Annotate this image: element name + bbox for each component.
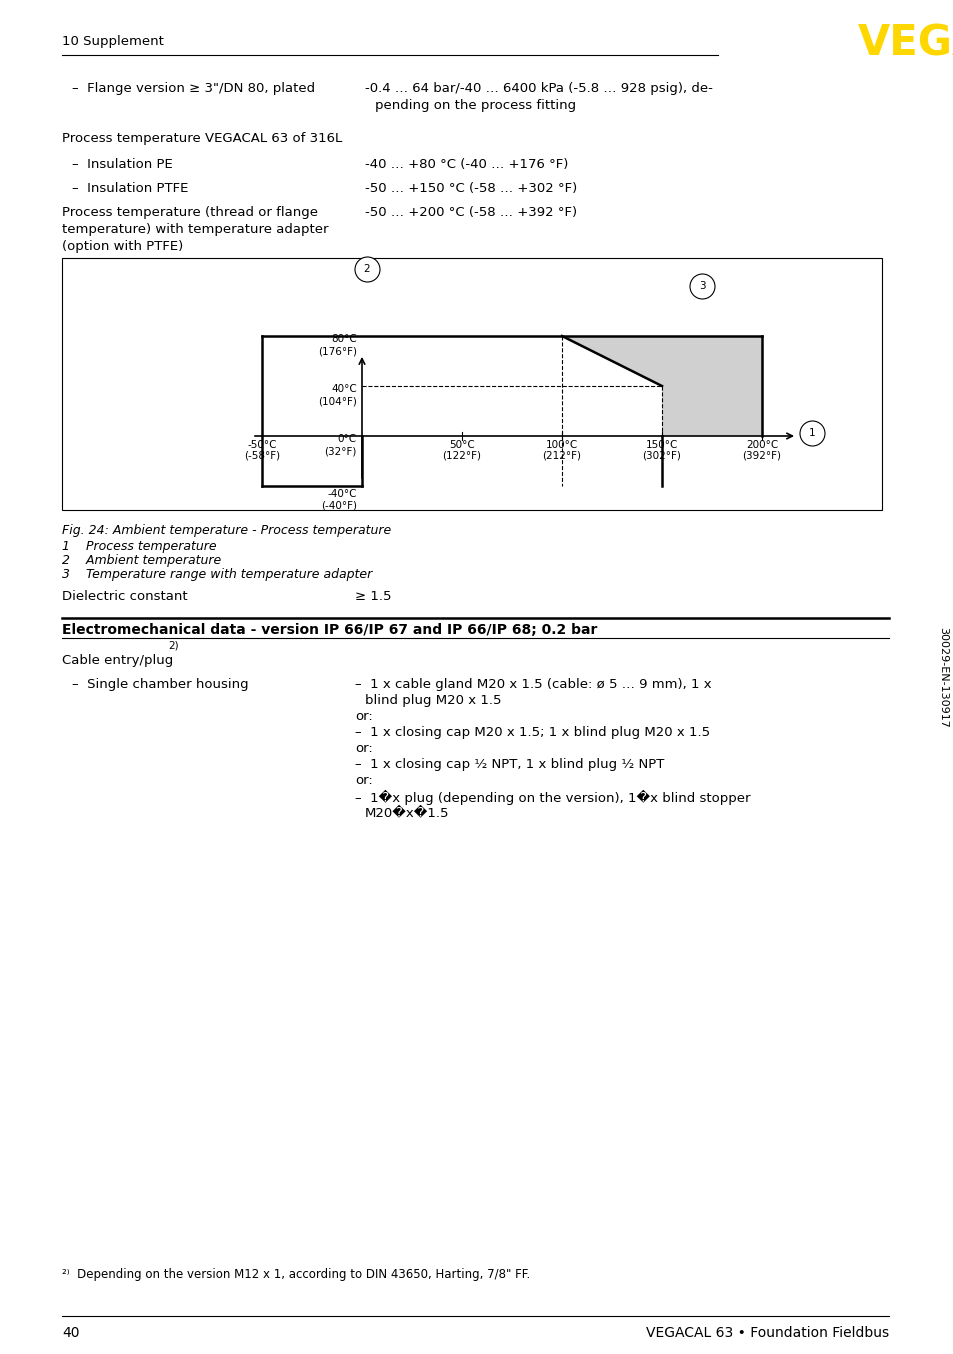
Text: 80°C: 80°C — [331, 334, 356, 344]
Text: or:: or: — [355, 742, 373, 756]
Text: 150°C: 150°C — [645, 440, 678, 450]
Text: 50°C: 50°C — [449, 440, 475, 450]
Text: -0.4 … 64 bar/-40 … 6400 kPa (-5.8 … 928 psig), de-: -0.4 … 64 bar/-40 … 6400 kPa (-5.8 … 928… — [365, 83, 712, 95]
Text: pending on the process fitting: pending on the process fitting — [375, 99, 576, 112]
Text: 10 Supplement: 10 Supplement — [62, 35, 164, 47]
Text: 2): 2) — [168, 640, 178, 650]
Text: Fig. 24: Ambient temperature - Process temperature: Fig. 24: Ambient temperature - Process t… — [62, 524, 391, 538]
Text: 100°C: 100°C — [545, 440, 578, 450]
Text: M20�x�1.5: M20�x�1.5 — [365, 806, 449, 819]
Text: or:: or: — [355, 774, 373, 787]
Text: -40 … +80 °C (-40 … +176 °F): -40 … +80 °C (-40 … +176 °F) — [365, 158, 568, 171]
Text: Dielectric constant: Dielectric constant — [62, 590, 188, 603]
Text: –  1 x cable gland M20 x 1.5 (cable: ø 5 … 9 mm), 1 x: – 1 x cable gland M20 x 1.5 (cable: ø 5 … — [355, 678, 711, 691]
Text: Process temperature VEGACAL 63 of 316L: Process temperature VEGACAL 63 of 316L — [62, 131, 342, 145]
Text: (option with PTFE): (option with PTFE) — [62, 240, 183, 253]
Text: 1    Process temperature: 1 Process temperature — [62, 540, 216, 552]
Text: –  1�x plug (depending on the version), 1�x blind stopper: – 1�x plug (depending on the version), 1… — [355, 789, 750, 806]
Text: Cable entry/plug: Cable entry/plug — [62, 654, 173, 668]
Text: 200°C: 200°C — [745, 440, 778, 450]
Text: (32°F): (32°F) — [324, 445, 356, 456]
Text: (212°F): (212°F) — [542, 450, 581, 460]
Text: (176°F): (176°F) — [317, 347, 356, 356]
Text: (-40°F): (-40°F) — [320, 500, 356, 510]
Text: -40°C: -40°C — [327, 489, 356, 500]
Text: 30029-EN-130917: 30029-EN-130917 — [937, 627, 947, 727]
Text: VEGACAL 63 • Foundation Fieldbus: VEGACAL 63 • Foundation Fieldbus — [645, 1326, 888, 1340]
Text: 40: 40 — [62, 1326, 79, 1340]
Text: Process temperature (thread or flange: Process temperature (thread or flange — [62, 206, 317, 219]
Text: temperature) with temperature adapter: temperature) with temperature adapter — [62, 223, 328, 236]
Text: -50°C: -50°C — [247, 440, 276, 450]
Text: Electromechanical data - version IP 66/IP 67 and IP 66/IP 68; 0.2 bar: Electromechanical data - version IP 66/I… — [62, 623, 597, 636]
Text: ²⁾  Depending on the version M12 x 1, according to DIN 43650, Harting, 7/8" FF.: ²⁾ Depending on the version M12 x 1, acc… — [62, 1267, 530, 1281]
Text: VEGA: VEGA — [857, 22, 953, 64]
Text: –  Single chamber housing: – Single chamber housing — [71, 678, 249, 691]
Text: –  Insulation PTFE: – Insulation PTFE — [71, 181, 188, 195]
Text: 0°C: 0°C — [337, 435, 356, 444]
Text: –  Insulation PE: – Insulation PE — [71, 158, 172, 171]
Text: 3: 3 — [698, 282, 704, 291]
Text: (122°F): (122°F) — [442, 450, 481, 460]
Text: 3    Temperature range with temperature adapter: 3 Temperature range with temperature ada… — [62, 567, 372, 581]
Bar — [62, 259, 882, 510]
Text: 40°C: 40°C — [331, 385, 356, 394]
Text: –  1 x closing cap M20 x 1.5; 1 x blind plug M20 x 1.5: – 1 x closing cap M20 x 1.5; 1 x blind p… — [355, 726, 709, 739]
Text: –  Flange version ≥ 3"/DN 80, plated: – Flange version ≥ 3"/DN 80, plated — [71, 83, 314, 95]
Text: 1: 1 — [808, 428, 815, 437]
Text: blind plug M20 x 1.5: blind plug M20 x 1.5 — [365, 695, 501, 707]
Text: (-58°F): (-58°F) — [244, 450, 280, 460]
Text: 2: 2 — [363, 264, 370, 274]
Text: (392°F): (392°F) — [741, 450, 781, 460]
Text: (104°F): (104°F) — [317, 395, 356, 406]
Text: ≥ 1.5: ≥ 1.5 — [355, 590, 391, 603]
Polygon shape — [561, 336, 761, 436]
Text: or:: or: — [355, 709, 373, 723]
Text: -50 … +200 °C (-58 … +392 °F): -50 … +200 °C (-58 … +392 °F) — [365, 206, 577, 219]
Text: –  1 x closing cap ½ NPT, 1 x blind plug ½ NPT: – 1 x closing cap ½ NPT, 1 x blind plug … — [355, 758, 663, 770]
Text: (302°F): (302°F) — [642, 450, 680, 460]
Text: 2    Ambient temperature: 2 Ambient temperature — [62, 554, 221, 567]
Text: -50 … +150 °C (-58 … +302 °F): -50 … +150 °C (-58 … +302 °F) — [365, 181, 577, 195]
